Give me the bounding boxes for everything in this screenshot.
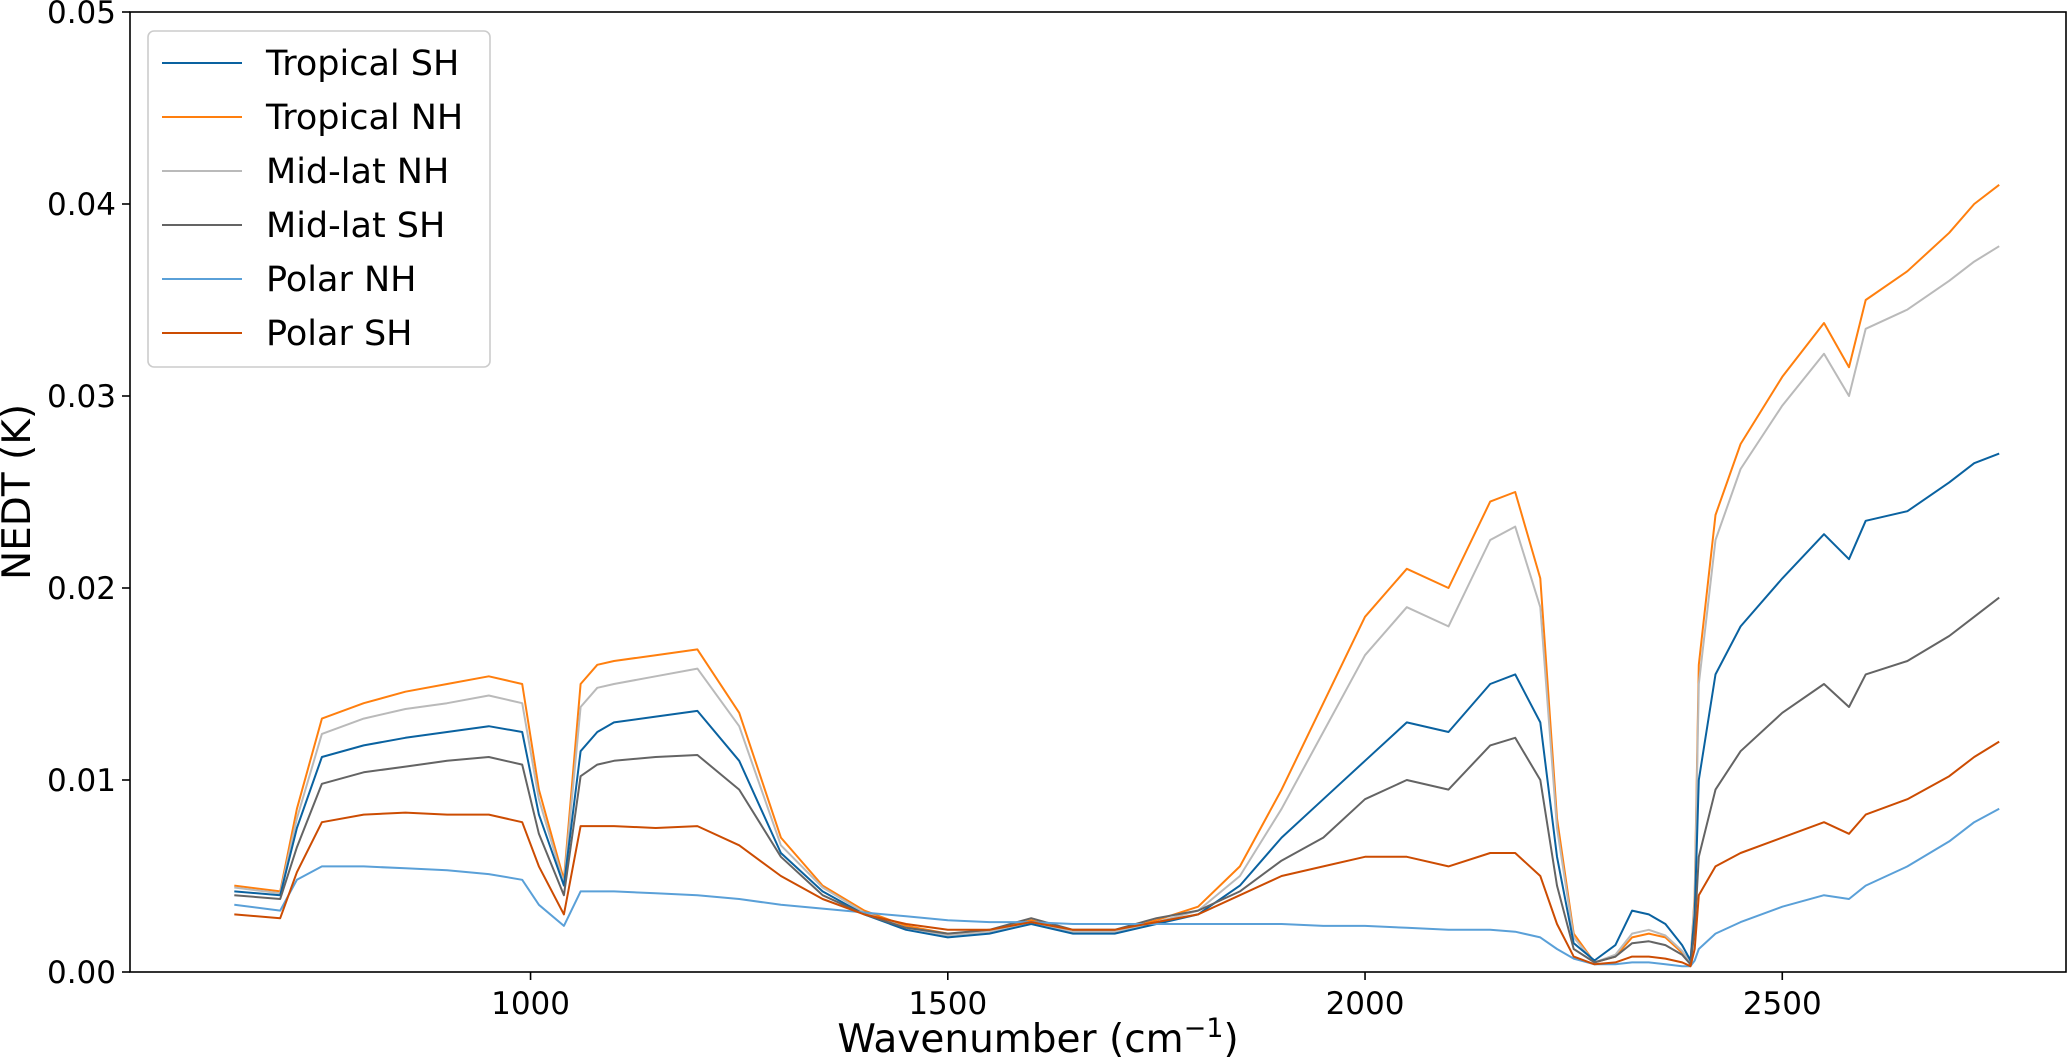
y-axis: 0.00 0.01 0.02 0.03 0.04 0.05 xyxy=(47,0,130,991)
legend-label: Polar NH xyxy=(266,260,416,300)
series-line-polar-sh xyxy=(234,740,2000,968)
legend-label: Tropical NH xyxy=(265,98,463,138)
y-tick-label: 0.05 xyxy=(47,0,116,31)
series-line-mid-lat-nh xyxy=(234,245,2000,964)
plot-frame xyxy=(129,11,2067,973)
y-tick-label: 0.00 xyxy=(47,955,116,991)
y-tick-label: 0.03 xyxy=(47,379,116,415)
x-axis: 1000 1500 2000 2500 xyxy=(491,972,1822,1022)
legend-label: Tropical SH xyxy=(265,44,459,84)
x-tick-label: 1500 xyxy=(908,986,987,1022)
x-axis-title-suffix: ) xyxy=(1223,1017,1238,1060)
y-tick-label: 0.04 xyxy=(47,187,116,223)
series-line-tropical-nh xyxy=(234,184,2000,964)
plot-lines xyxy=(234,184,2000,968)
x-tick-label: 1000 xyxy=(491,986,570,1022)
legend-label: Mid-lat SH xyxy=(266,206,445,246)
x-tick-label: 2000 xyxy=(1326,986,1405,1022)
series-line-mid-lat-sh xyxy=(234,596,2000,966)
y-tick-label: 0.02 xyxy=(47,571,116,607)
legend-label: Mid-lat NH xyxy=(266,152,449,192)
y-axis-title: NEDT (K) xyxy=(0,404,40,580)
y-tick-label: 0.01 xyxy=(47,763,116,799)
series-line-polar-nh xyxy=(234,807,2000,968)
x-axis-title: Wavenumber (cm−1) xyxy=(837,1013,1238,1060)
legend: Tropical SH Tropical NH Mid-lat NH Mid-lat … xyxy=(147,30,491,368)
x-axis-title-superscript: −1 xyxy=(1184,1013,1224,1044)
x-tick-label: 2500 xyxy=(1743,986,1822,1022)
x-axis-title-main: Wavenumber (cm xyxy=(837,1017,1183,1060)
legend-box xyxy=(147,30,491,368)
series-line-tropical-sh xyxy=(234,452,2000,962)
legend-label: Polar SH xyxy=(266,314,413,354)
